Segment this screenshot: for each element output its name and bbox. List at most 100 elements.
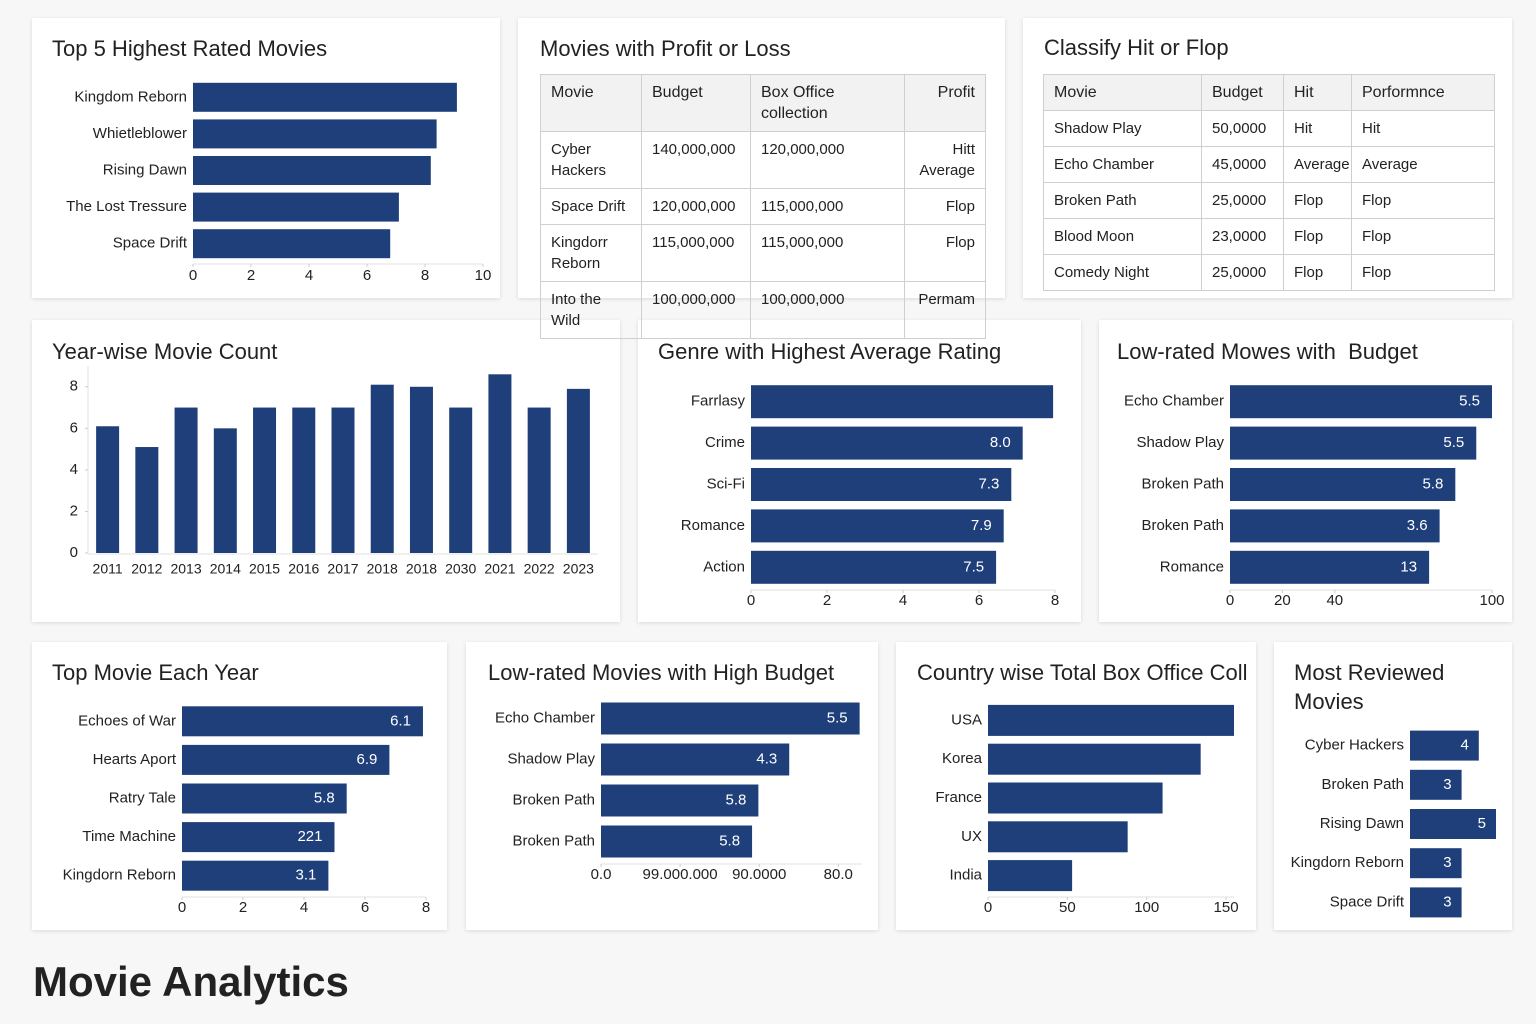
cell: Into the Wild <box>540 281 642 339</box>
row: Comedy Night 25,0000 Flop Flop <box>1043 254 1495 291</box>
column-header: Budget <box>1201 74 1284 111</box>
cell: Flop <box>1283 218 1352 255</box>
bar <box>193 82 457 112</box>
y-tick-label: The Lost Tressure <box>66 198 187 215</box>
chart-title: Most Reviewed Movies <box>1294 660 1445 714</box>
bar-label: 5.5 <box>1459 393 1480 410</box>
bar-label: 7.3 <box>978 475 999 492</box>
y-tick-label: UX <box>961 828 982 845</box>
bar-label: 7.9 <box>971 517 992 534</box>
row: Cyber Hackers 140,000,000 120,000,000 Hitt … <box>540 131 986 189</box>
y-tick-label: Sci-Fi <box>707 475 745 492</box>
table-title: Movies with Profit or Loss <box>540 36 791 61</box>
x-tick-label: 2 <box>247 267 255 284</box>
cell: Echo Chamber <box>1043 146 1202 183</box>
cell: 45,0000 <box>1201 146 1284 183</box>
cell: 120,000,000 <box>750 131 905 189</box>
x-tick-label: 2 <box>239 899 247 916</box>
y-tick-label: Broken Path <box>1141 475 1224 492</box>
y-tick-label: USA <box>951 711 982 728</box>
row: Blood Moon 23,0000 Flop Flop <box>1043 218 1495 255</box>
y-tick-label: Cyber Hackers <box>1305 737 1404 754</box>
x-tick-label: 2018 <box>367 561 398 577</box>
chart-title: Top Movie Each Year <box>52 660 259 685</box>
bar-label: 6.9 <box>357 751 378 768</box>
column-header: Profit <box>904 74 986 132</box>
bar <box>193 119 437 149</box>
cell: Hitt Average <box>904 131 986 189</box>
row: Broken Path 25,0000 Flop Flop <box>1043 182 1495 219</box>
page-title: Movie Analytics <box>33 958 349 1005</box>
row: Space Drift 120,000,000 115,000,000 Flop <box>540 188 986 225</box>
bar <box>988 704 1234 736</box>
cell: Flop <box>1351 182 1495 219</box>
cell: 100,000,000 <box>641 281 751 339</box>
cell: Broken Path <box>1043 182 1202 219</box>
bar <box>601 743 790 776</box>
x-tick-label: 99.000.000 <box>643 866 718 883</box>
bar-label: 3.1 <box>296 867 317 884</box>
header-row: Movie Budget Box Office collection Profit <box>540 74 986 132</box>
bar-label: 3.6 <box>1407 517 1428 534</box>
x-tick-label: 6 <box>361 899 369 916</box>
bar <box>193 192 399 222</box>
bar <box>182 706 423 737</box>
bar <box>566 388 590 553</box>
card <box>1274 642 1512 930</box>
x-tick-label: 2 <box>823 592 831 609</box>
x-tick-label: 50 <box>1059 899 1076 916</box>
table: Movie Budget Box Office collection Profit Cy… <box>540 74 986 339</box>
y-tick-label: India <box>949 867 982 884</box>
y-tick-label: Shadow Play <box>507 750 595 767</box>
y-tick-label: Echo Chamber <box>1124 393 1224 410</box>
bar-label: 5.8 <box>314 789 335 806</box>
cell: 115,000,000 <box>641 224 751 282</box>
x-tick-label: 0 <box>984 899 992 916</box>
y-tick-label: 0 <box>70 544 78 561</box>
y-tick-label: Broken Path <box>512 832 595 849</box>
y-tick-label: 4 <box>70 461 78 478</box>
x-tick-label: 2011 <box>93 561 123 577</box>
bar <box>182 822 335 853</box>
x-tick-label: 2017 <box>327 561 358 577</box>
cell: 25,0000 <box>1201 254 1284 291</box>
chart-title: Genre with Highest Average Rating <box>658 339 1002 364</box>
bar-label: 5.8 <box>719 832 740 849</box>
bar <box>751 468 1012 501</box>
x-tick-label: 90.0000 <box>732 866 786 883</box>
bar <box>601 784 759 817</box>
bar <box>601 825 753 858</box>
x-tick-label: 40 <box>1326 592 1343 609</box>
y-tick-label: Whietleblower <box>93 125 187 142</box>
cell: 100,000,000 <box>750 281 905 339</box>
y-tick-label: Time Machine <box>82 828 176 845</box>
x-tick-label: 0.0 <box>591 866 612 883</box>
y-tick-label: 6 <box>70 419 78 436</box>
cell: Flop <box>904 188 986 225</box>
chart-title: Year-wise Movie Count <box>52 339 278 364</box>
x-tick-label: 2023 <box>563 561 594 577</box>
header-row: Movie Budget Hit Porformnce <box>1043 74 1495 111</box>
value-label: 5 <box>1478 815 1486 832</box>
x-tick-label: 2013 <box>170 561 201 577</box>
chart-title: Country wise Total Box Office Collec <box>917 660 1247 685</box>
x-tick-label: 8 <box>1051 592 1059 609</box>
bar-label: 6.1 <box>390 712 411 729</box>
bar <box>1410 809 1496 839</box>
chart-title: Low-rated Movies with High Budget <box>488 660 835 685</box>
x-tick-label: 0 <box>178 899 186 916</box>
cell: Flop <box>904 224 986 282</box>
x-tick-label: 0 <box>189 267 197 284</box>
bar <box>193 229 391 259</box>
cell: Flop <box>1351 218 1495 255</box>
bar <box>751 426 1023 460</box>
bar <box>1410 730 1479 761</box>
bar <box>193 156 431 185</box>
bar <box>988 821 1128 853</box>
bar <box>751 550 997 584</box>
bar <box>213 428 237 553</box>
bar <box>988 860 1073 892</box>
cell: 120,000,000 <box>641 188 751 225</box>
bar <box>409 386 433 553</box>
x-tick-label: 20 <box>1274 592 1291 609</box>
